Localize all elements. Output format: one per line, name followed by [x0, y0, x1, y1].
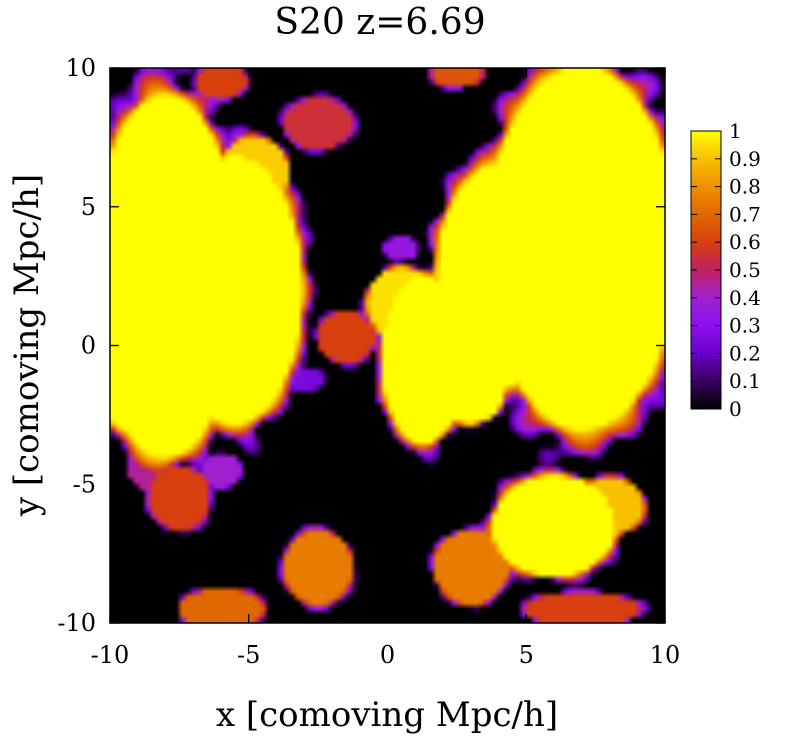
colorbar-tick-label: 0 [729, 397, 742, 421]
chart-title: S20 z=6.69 [274, 2, 485, 43]
y-tick-label: -5 [73, 470, 96, 498]
x-axis-label: x [comoving Mpc/h] [216, 695, 558, 735]
colorbar-tick-label: 0.8 [729, 175, 761, 199]
y-tick-label: -10 [57, 609, 96, 637]
colorbar-ticks: 0 0.1 0.2 0.3 0.4 0.5 0.6 0.7 0.8 0.9 1 [691, 119, 761, 421]
heatmap-image [110, 68, 665, 623]
x-tick-label: -5 [237, 641, 260, 669]
x-axis: -10 -5 0 5 10 [91, 68, 681, 669]
y-tick-label: 0 [81, 332, 96, 360]
heatmap-plot-area [109, 67, 666, 624]
y-tick-label: 10 [65, 54, 96, 82]
y-tick-label: 5 [81, 193, 96, 221]
colorbar-tick-label: 0.1 [729, 369, 761, 393]
x-tick-label: 5 [519, 641, 534, 669]
x-tick-label: 10 [650, 641, 681, 669]
colorbar-tick-label: 0.5 [729, 258, 761, 282]
colorbar-tick-label: 0.4 [729, 286, 761, 310]
colorbar-tick-label: 0.9 [729, 147, 761, 171]
x-tick-label: 0 [380, 641, 395, 669]
y-axis: -10 -5 0 5 10 [57, 54, 665, 637]
colorbar-tick-label: 0.3 [729, 314, 761, 338]
y-axis-label: y [comoving Mpc/h] [7, 174, 47, 517]
colorbar-tick-label: 1 [729, 119, 742, 143]
colorbar-tick-label: 0.2 [729, 341, 761, 365]
colorbar-tick-label: 0.7 [729, 202, 761, 226]
x-tick-label: -10 [91, 641, 130, 669]
colorbar: 0 0.1 0.2 0.3 0.4 0.5 0.6 0.7 0.8 0.9 1 [690, 119, 761, 421]
colorbar-tick-label: 0.6 [729, 230, 761, 254]
